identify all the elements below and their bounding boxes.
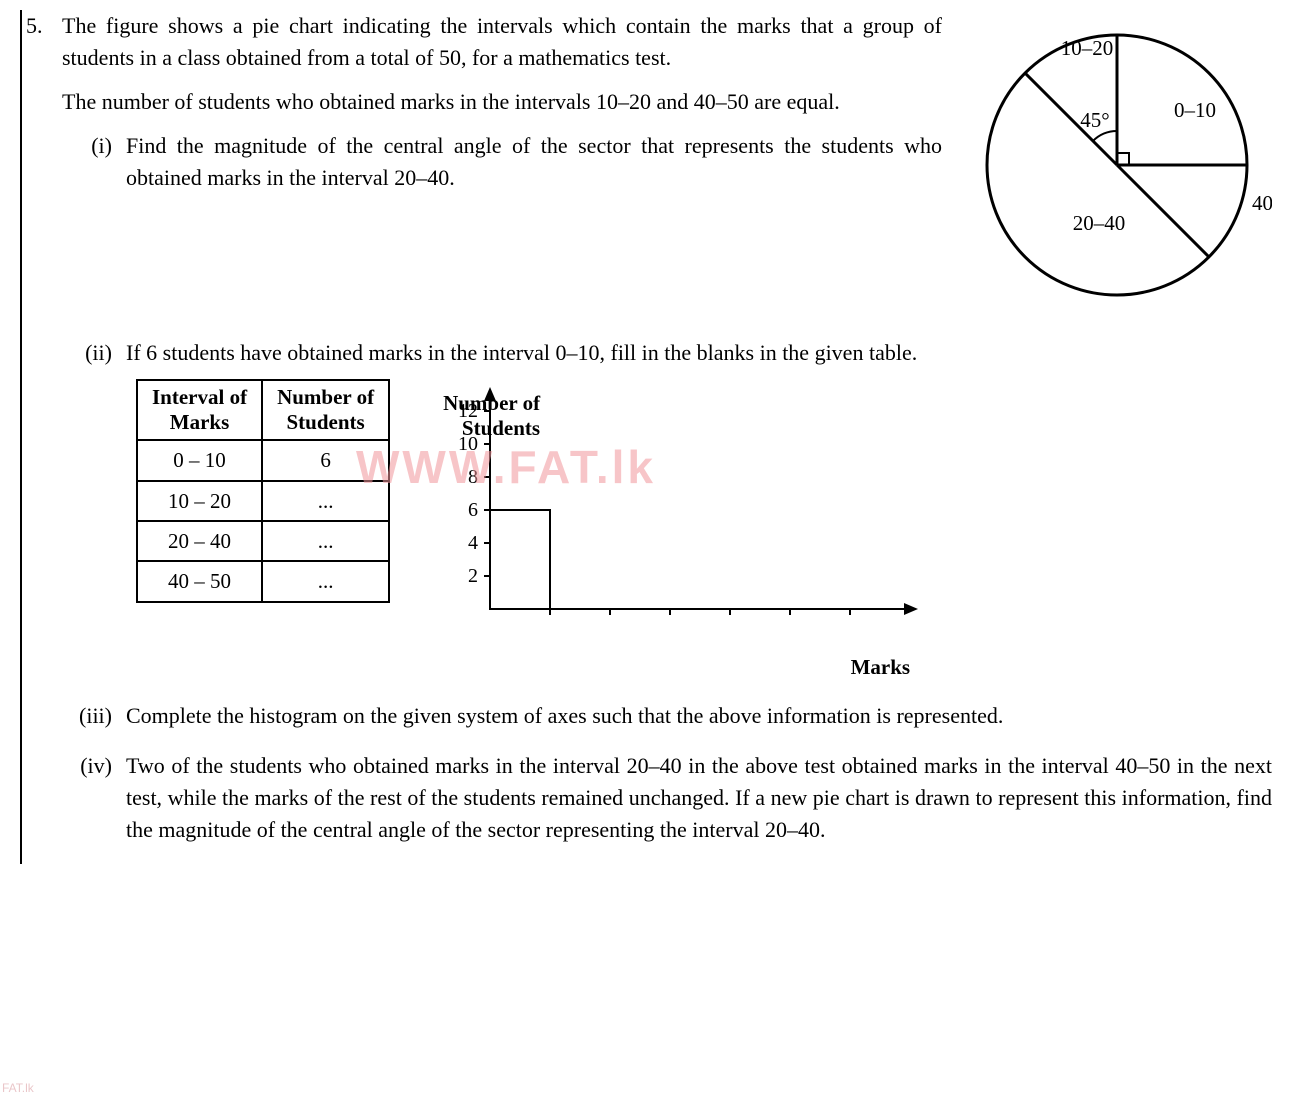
svg-text:4: 4 xyxy=(468,532,478,554)
pie-chart: 10–20 0–10 40–50 20–40 45° xyxy=(962,10,1272,329)
part-iii-text: Complete the histogram on the given syst… xyxy=(126,700,1272,732)
intro-paragraph-2: The number of students who obtained mark… xyxy=(62,86,942,118)
part-iii: (iii) Complete the histogram on the give… xyxy=(62,700,1272,732)
cell-interval: 0 – 10 xyxy=(137,440,262,480)
part-iv: (iv) Two of the students who obtained ma… xyxy=(62,750,1272,846)
question-5: 5. The figure shows a pie chart indicati… xyxy=(20,10,1272,864)
intro-text: The figure shows a pie chart indicating … xyxy=(62,10,942,211)
part-i: (i) Find the magnitude of the central an… xyxy=(62,130,942,194)
pie-svg: 10–20 0–10 40–50 20–40 45° xyxy=(962,10,1272,320)
svg-text:45°: 45° xyxy=(1080,108,1109,132)
svg-text:20–40: 20–40 xyxy=(1073,211,1126,235)
table-row: 20 – 40 ... xyxy=(137,521,389,561)
part-ii: (ii) If 6 students have obtained marks i… xyxy=(62,337,1272,682)
svg-text:10–20: 10–20 xyxy=(1061,36,1114,60)
cell-count: ... xyxy=(262,561,389,601)
cell-count: ... xyxy=(262,481,389,521)
part-ii-layout: WWW.FAT.lk Interval of Marks Number o xyxy=(126,379,1272,682)
table-row: 40 – 50 ... xyxy=(137,561,389,601)
cell-interval: 20 – 40 xyxy=(137,521,262,561)
part-ii-content: If 6 students have obtained marks in the… xyxy=(126,337,1272,682)
cell-count: 6 xyxy=(262,440,389,480)
table-head-col1: Interval of Marks xyxy=(137,380,262,440)
svg-text:0–10: 0–10 xyxy=(1174,98,1216,122)
cell-count: ... xyxy=(262,521,389,561)
parts-list: (ii) If 6 students have obtained marks i… xyxy=(62,337,1272,846)
intro-paragraph-1: The figure shows a pie chart indicating … xyxy=(62,10,942,74)
svg-text:8: 8 xyxy=(468,466,478,488)
histogram: Number of Students 24681012 Marks xyxy=(430,379,930,682)
part-iii-marker: (iii) xyxy=(62,700,112,732)
part-ii-text: If 6 students have obtained marks in the… xyxy=(126,337,1272,369)
part-i-marker: (i) xyxy=(62,130,112,194)
question-number: 5. xyxy=(20,10,50,864)
svg-text:2: 2 xyxy=(468,565,478,587)
histogram-ylabel: Number of Students xyxy=(320,391,540,441)
cell-interval: 40 – 50 xyxy=(137,561,262,601)
svg-text:6: 6 xyxy=(468,499,478,521)
intro-row: The figure shows a pie chart indicating … xyxy=(62,10,1272,329)
cell-interval: 10 – 20 xyxy=(137,481,262,521)
small-watermark: FAT.lk xyxy=(2,1080,34,1097)
svg-text:40–50: 40–50 xyxy=(1252,191,1272,215)
table-row: 0 – 10 6 xyxy=(137,440,389,480)
part-iv-text: Two of the students who obtained marks i… xyxy=(126,750,1272,846)
part-iv-marker: (iv) xyxy=(62,750,112,846)
histogram-xlabel: Marks xyxy=(430,652,930,682)
question-body: The figure shows a pie chart indicating … xyxy=(62,10,1272,864)
part-ii-marker: (ii) xyxy=(62,337,112,682)
table-row: 10 – 20 ... xyxy=(137,481,389,521)
part-i-text: Find the magnitude of the central angle … xyxy=(126,130,942,194)
